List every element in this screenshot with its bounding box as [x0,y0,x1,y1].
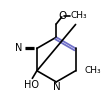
Text: N: N [53,82,61,92]
Text: N: N [15,43,23,53]
Text: O: O [58,11,66,21]
Text: HO: HO [24,80,39,90]
Text: CH₃: CH₃ [84,66,101,75]
Text: CH₃: CH₃ [71,11,88,20]
